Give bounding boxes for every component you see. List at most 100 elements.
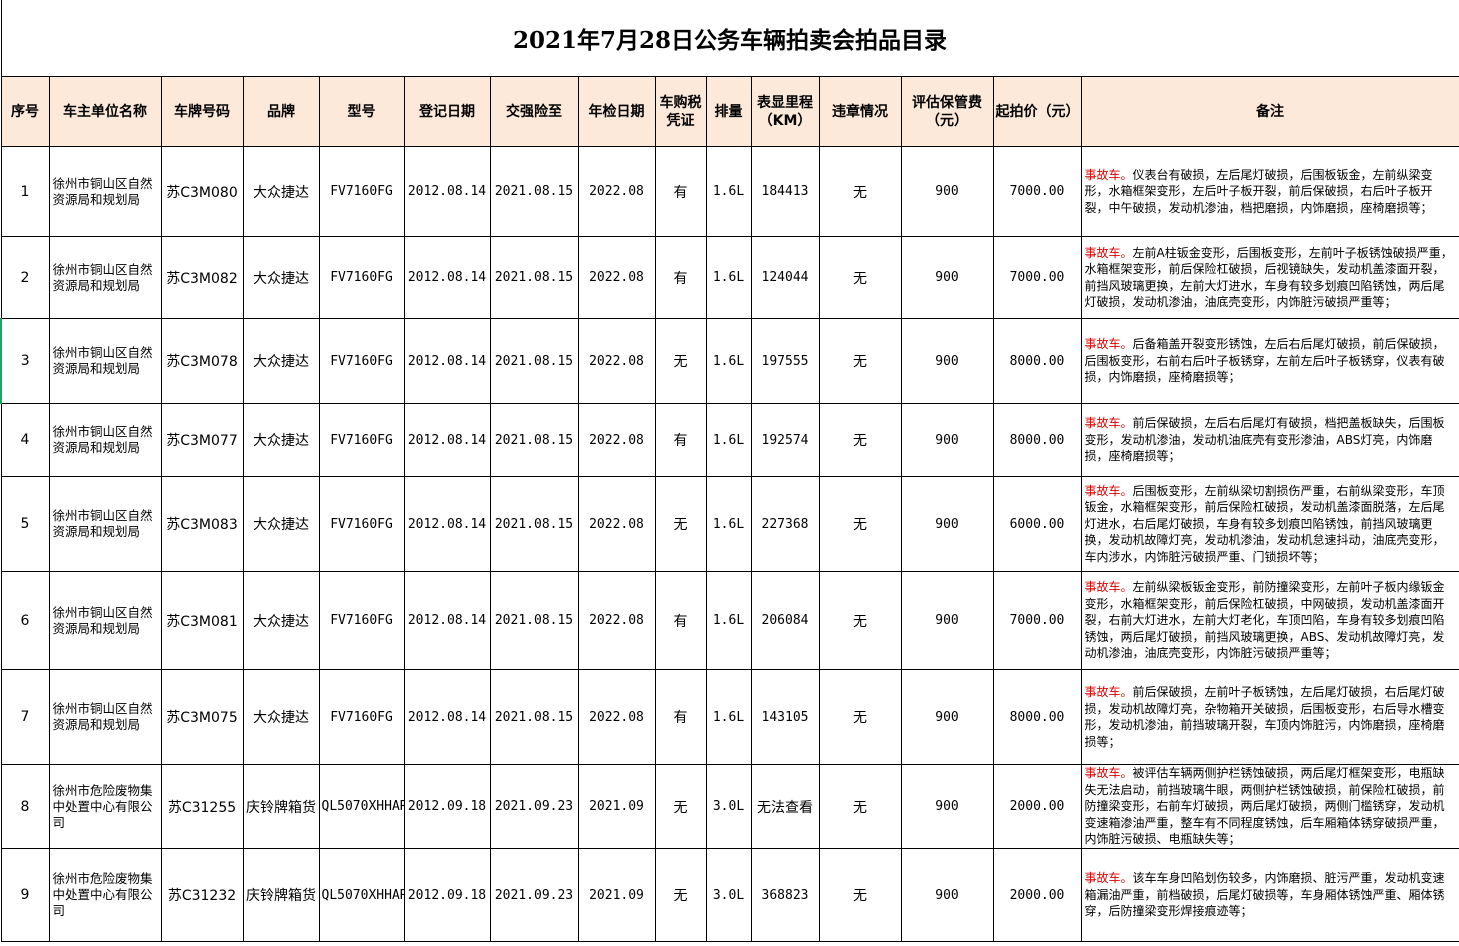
cell-no[interactable]: 6 [0, 571, 50, 670]
cell-inspection[interactable]: 2021.09 [577, 848, 656, 942]
column-header-inspection[interactable]: 年检日期 [577, 76, 656, 147]
cell-violation[interactable]: 无 [818, 571, 902, 670]
column-header-brand[interactable]: 品牌 [242, 76, 320, 147]
cell-model[interactable]: FV7160FG [318, 403, 405, 477]
cell-remark[interactable]: 事故车。前后保破损，左前叶子板锈蚀，左后尾灯破损，右后尾灯破损，发动机故障灯亮，… [1080, 669, 1459, 765]
cell-model[interactable]: QL5070XHHAR1J [318, 764, 405, 849]
cell-violation[interactable]: 无 [818, 146, 902, 237]
cell-model[interactable]: FV7160FG [318, 318, 405, 404]
cell-insurance[interactable]: 2021.08.15 [489, 236, 579, 319]
cell-start-price[interactable]: 2000.00 [992, 764, 1082, 849]
cell-brand[interactable]: 大众捷达 [242, 318, 320, 404]
table-row[interactable]: 9 徐州市危险废物集中处置中心有限公司 苏C31232 庆铃牌箱货 QL5070XHHA… [0, 848, 1459, 942]
cell-brand[interactable]: 大众捷达 [242, 571, 320, 670]
cell-fee[interactable]: 900 [900, 403, 994, 477]
cell-start-price[interactable]: 8000.00 [992, 669, 1082, 765]
table-row[interactable]: 8 徐州市危险废物集中处置中心有限公司 苏C31255 庆铃牌箱货 QL5070XHHA… [0, 764, 1459, 849]
cell-start-price[interactable]: 2000.00 [992, 848, 1082, 942]
cell-start-price[interactable]: 8000.00 [992, 318, 1082, 404]
cell-owner[interactable]: 徐州市铜山区自然资源局和规划局 [48, 403, 162, 477]
cell-insurance[interactable]: 2021.09.23 [489, 848, 579, 942]
cell-violation[interactable]: 无 [818, 403, 902, 477]
cell-remark[interactable]: 事故车。仪表台有破损，左后尾灯破损，后围板钣金，左前纵梁变形，水箱框架变形，左后… [1080, 146, 1459, 237]
table-row[interactable]: 3 徐州市铜山区自然资源局和规划局 苏C3M078 大众捷达 FV7160FG 2012.… [0, 318, 1459, 404]
cell-plate[interactable]: 苏C3M075 [160, 669, 244, 765]
cell-fee[interactable]: 900 [900, 318, 994, 404]
cell-fee[interactable]: 900 [900, 476, 994, 572]
cell-brand[interactable]: 大众捷达 [242, 146, 320, 237]
cell-owner[interactable]: 徐州市铜山区自然资源局和规划局 [48, 476, 162, 572]
cell-plate[interactable]: 苏C3M082 [160, 236, 244, 319]
cell-brand[interactable]: 大众捷达 [242, 403, 320, 477]
cell-remark[interactable]: 事故车。左前纵梁板钣金变形，前防撞梁变形，左前叶子板内缘钣金变形，水箱框架变形，… [1080, 571, 1459, 670]
cell-fee[interactable]: 900 [900, 146, 994, 237]
cell-reg-date[interactable]: 2012.09.18 [403, 764, 491, 849]
cell-insurance[interactable]: 2021.08.15 [489, 571, 579, 670]
column-header-insurance[interactable]: 交强险至 [489, 76, 579, 147]
cell-no[interactable]: 5 [0, 476, 50, 572]
column-header-displacement[interactable]: 排量 [705, 76, 752, 147]
cell-remark[interactable]: 事故车。被评估车辆两侧护栏锈蚀破损，两后尾灯框架变形，电瓶缺失无法启动，前挡玻璃… [1080, 764, 1459, 849]
cell-violation[interactable]: 无 [818, 848, 902, 942]
cell-owner[interactable]: 徐州市铜山区自然资源局和规划局 [48, 571, 162, 670]
column-header-mileage[interactable]: 表显里程（KM） [750, 76, 820, 147]
cell-tax-cert[interactable]: 无 [654, 764, 707, 849]
cell-tax-cert[interactable]: 有 [654, 236, 707, 319]
cell-remark[interactable]: 事故车。该车车身凹陷划伤较多，内饰磨损、脏污严重，发动机变速箱漏油严重，前档破损… [1080, 848, 1459, 942]
column-header-remark[interactable]: 备注 [1080, 76, 1459, 147]
cell-no[interactable]: 7 [0, 669, 50, 765]
cell-insurance[interactable]: 2021.08.15 [489, 318, 579, 404]
cell-mileage[interactable]: 184413 [750, 146, 820, 237]
cell-plate[interactable]: 苏C3M083 [160, 476, 244, 572]
cell-tax-cert[interactable]: 有 [654, 146, 707, 237]
column-header-reg-date[interactable]: 登记日期 [403, 76, 491, 147]
cell-model[interactable]: FV7160FG [318, 571, 405, 670]
cell-reg-date[interactable]: 2012.09.18 [403, 848, 491, 942]
cell-plate[interactable]: 苏C3M077 [160, 403, 244, 477]
cell-brand[interactable]: 庆铃牌箱货 [242, 764, 320, 849]
cell-mileage[interactable]: 无法查看 [750, 764, 820, 849]
cell-start-price[interactable]: 7000.00 [992, 236, 1082, 319]
cell-model[interactable]: QL5070XHHAR1J [318, 848, 405, 942]
cell-brand[interactable]: 大众捷达 [242, 236, 320, 319]
cell-reg-date[interactable]: 2012.08.14 [403, 236, 491, 319]
cell-tax-cert[interactable]: 有 [654, 669, 707, 765]
cell-owner[interactable]: 徐州市铜山区自然资源局和规划局 [48, 236, 162, 319]
cell-owner[interactable]: 徐州市危险废物集中处置中心有限公司 [48, 848, 162, 942]
cell-no[interactable]: 3 [0, 318, 50, 404]
cell-fee[interactable]: 900 [900, 848, 994, 942]
cell-brand[interactable]: 大众捷达 [242, 476, 320, 572]
cell-plate[interactable]: 苏C3M081 [160, 571, 244, 670]
cell-inspection[interactable]: 2022.08 [577, 236, 656, 319]
cell-start-price[interactable]: 7000.00 [992, 571, 1082, 670]
table-row[interactable]: 4 徐州市铜山区自然资源局和规划局 苏C3M077 大众捷达 FV7160FG 2012.… [0, 403, 1459, 477]
cell-reg-date[interactable]: 2012.08.14 [403, 403, 491, 477]
cell-owner[interactable]: 徐州市铜山区自然资源局和规划局 [48, 318, 162, 404]
cell-brand[interactable]: 大众捷达 [242, 669, 320, 765]
column-header-no[interactable]: 序号 [0, 76, 50, 147]
cell-mileage[interactable]: 124044 [750, 236, 820, 319]
cell-model[interactable]: FV7160FG [318, 146, 405, 237]
cell-no[interactable]: 2 [0, 236, 50, 319]
cell-reg-date[interactable]: 2012.08.14 [403, 318, 491, 404]
cell-no[interactable]: 8 [0, 764, 50, 849]
table-row[interactable]: 5 徐州市铜山区自然资源局和规划局 苏C3M083 大众捷达 FV7160FG 2012.… [0, 476, 1459, 572]
cell-tax-cert[interactable]: 无 [654, 318, 707, 404]
cell-violation[interactable]: 无 [818, 236, 902, 319]
cell-start-price[interactable]: 7000.00 [992, 146, 1082, 237]
cell-fee[interactable]: 900 [900, 571, 994, 670]
cell-inspection[interactable]: 2022.08 [577, 571, 656, 670]
cell-reg-date[interactable]: 2012.08.14 [403, 669, 491, 765]
cell-remark[interactable]: 事故车。后备箱盖开裂变形锈蚀，左后右后尾灯破损，前后保破损，后围板变形，右前右后… [1080, 318, 1459, 404]
cell-mileage[interactable]: 192574 [750, 403, 820, 477]
cell-model[interactable]: FV7160FG [318, 476, 405, 572]
column-header-plate[interactable]: 车牌号码 [160, 76, 244, 147]
cell-displacement[interactable]: 1.6L [705, 669, 752, 765]
cell-remark[interactable]: 事故车。后围板变形，左前纵梁切割损伤严重，右前纵梁变形，车顶钣金，水箱框架变形，… [1080, 476, 1459, 572]
cell-brand[interactable]: 庆铃牌箱货 [242, 848, 320, 942]
cell-mileage[interactable]: 197555 [750, 318, 820, 404]
cell-tax-cert[interactable]: 无 [654, 848, 707, 942]
cell-model[interactable]: FV7160FG [318, 236, 405, 319]
cell-fee[interactable]: 900 [900, 236, 994, 319]
cell-plate[interactable]: 苏C3M080 [160, 146, 244, 237]
